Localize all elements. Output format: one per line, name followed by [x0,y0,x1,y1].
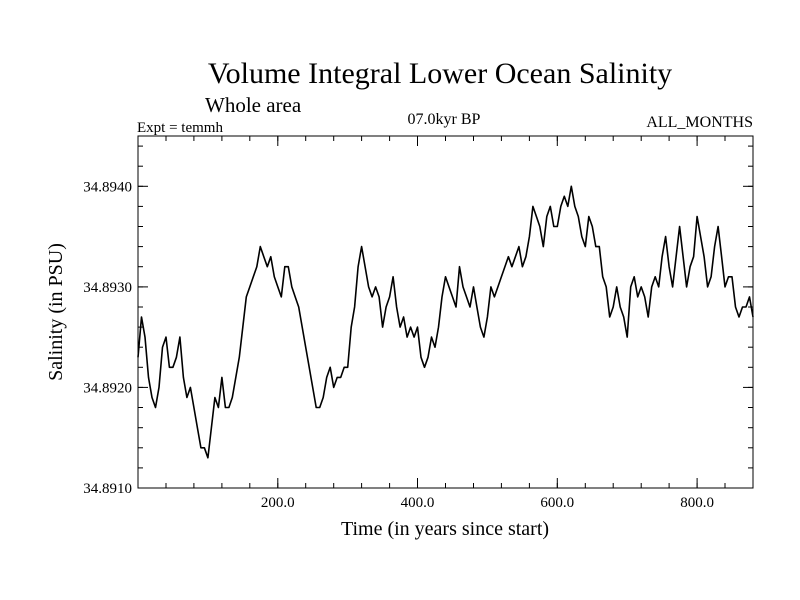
x-tick-labels: 200.0 400.0 600.0 800.0 [261,495,714,511]
chart-subtitle: Whole area [205,93,302,117]
x-tick-label: 800.0 [680,495,714,511]
y-axis-label: Salinity (in PSU) [45,243,67,381]
salinity-series-line [137,185,754,459]
chart-title: Volume Integral Lower Ocean Salinity [208,57,672,90]
y-tick-label: 34.8910 [83,481,132,497]
y-tick-labels: 34.8910 34.8920 34.8930 34.8940 [83,179,132,497]
y-tick-label: 34.8920 [83,380,132,396]
plot-frame [137,135,754,489]
x-tick-label: 200.0 [261,495,295,511]
y-tick-label: 34.8940 [83,179,132,195]
x-tick-label: 400.0 [401,495,435,511]
x-axis-label: Time (in years since start) [341,518,549,540]
period-label: 07.0kyr BP [408,111,481,128]
x-tick-label: 600.0 [540,495,574,511]
months-label: ALL_MONTHS [646,114,753,131]
experiment-label: Expt = temmh [137,120,223,136]
y-tick-label: 34.8930 [83,280,132,296]
axis-ticks [138,136,753,489]
